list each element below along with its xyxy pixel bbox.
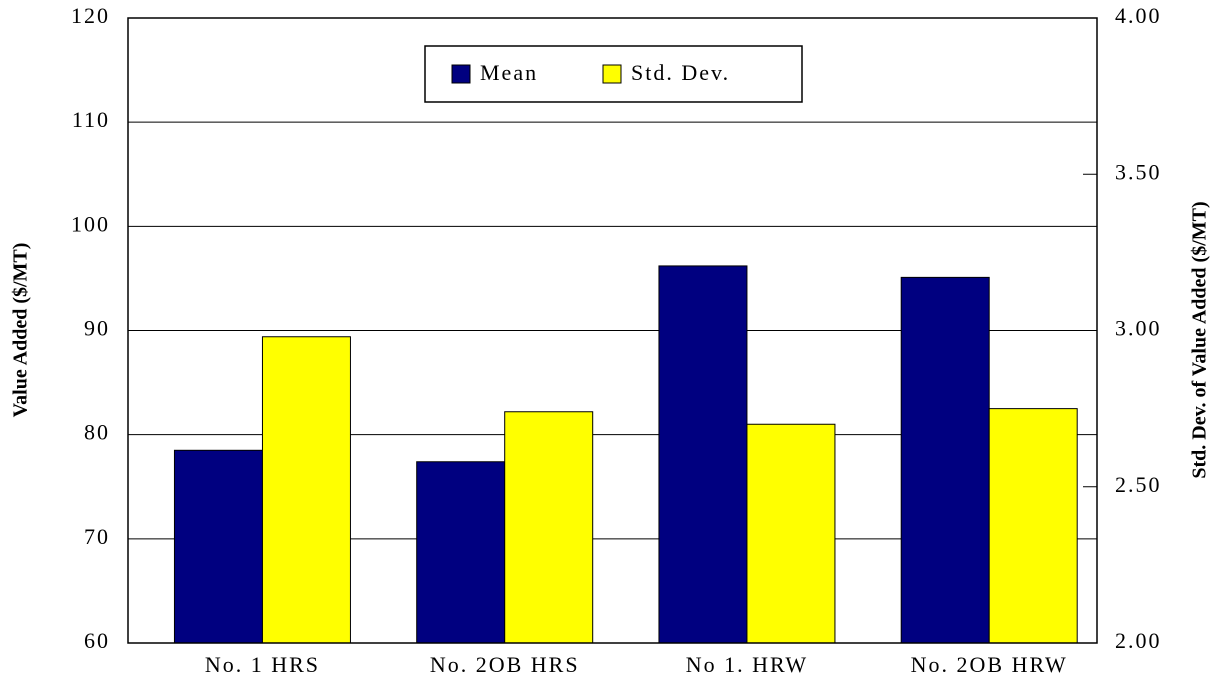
y2-tick-label: 3.00 <box>1115 316 1162 341</box>
bar <box>173 449 263 644</box>
y2-tick-label: 2.50 <box>1115 472 1162 497</box>
y2-tick-label: 4.00 <box>1115 3 1162 28</box>
x-tick-label: No. 2OB HRS <box>430 652 580 677</box>
bar <box>416 461 506 644</box>
y2-axis-title: Std. Dev. of Value Added ($/MT) <box>1189 201 1211 478</box>
y-tick-label: 100 <box>71 211 110 236</box>
y-tick-label: 110 <box>72 107 110 132</box>
legend-swatch <box>602 64 622 84</box>
legend-label: Std. Dev. <box>631 60 730 85</box>
y-tick-label: 80 <box>84 420 110 445</box>
bar <box>658 265 748 644</box>
bar <box>261 336 351 644</box>
x-tick-label: No. 1 HRS <box>205 652 320 677</box>
bar <box>746 423 836 644</box>
legend-swatch <box>451 64 471 84</box>
y2-tick-label: 2.00 <box>1115 628 1162 653</box>
y-tick-label: 120 <box>71 3 110 28</box>
y-tick-label: 90 <box>84 316 110 341</box>
y-axis-title: Value Added ($/MT) <box>10 243 32 418</box>
bar <box>504 411 594 644</box>
y2-tick-label: 3.50 <box>1115 159 1162 184</box>
bar <box>900 276 990 644</box>
y-tick-label: 60 <box>84 628 110 653</box>
bar <box>988 408 1078 644</box>
legend-label: Mean <box>480 60 538 85</box>
plot-frame <box>127 17 1098 644</box>
y-tick-label: 70 <box>84 524 110 549</box>
x-tick-label: No 1. HRW <box>686 652 809 677</box>
x-tick-label: No. 2OB HRW <box>911 652 1068 677</box>
